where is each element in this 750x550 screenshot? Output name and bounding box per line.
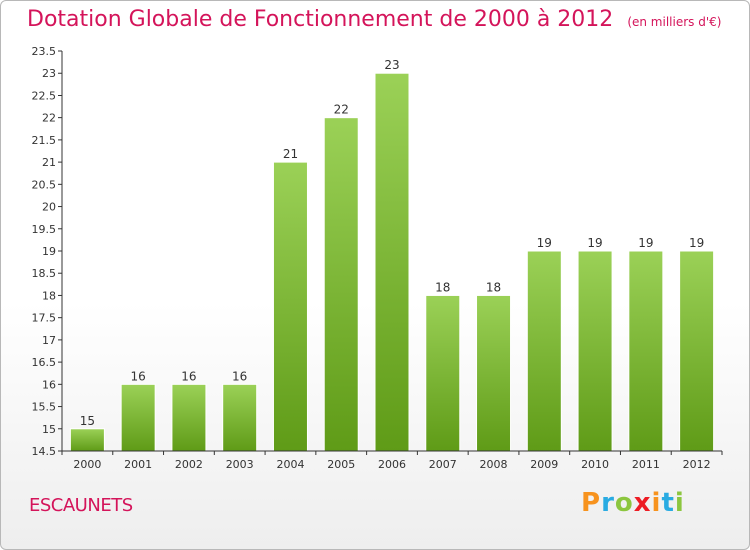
bar-value-label: 18 — [486, 280, 501, 294]
bar — [577, 250, 613, 452]
bar — [69, 428, 105, 452]
bar-value-label: 16 — [181, 369, 196, 383]
bar-value-label: 16 — [131, 369, 146, 383]
y-tick-label: 15.5 — [32, 401, 57, 414]
y-tick-label: 17 — [42, 334, 56, 347]
y-tick-label: 21 — [42, 156, 56, 169]
y-tick-label: 19 — [42, 245, 56, 258]
y-tick-label: 14.5 — [32, 445, 57, 458]
bar — [272, 161, 308, 452]
bar-value-label: 15 — [80, 414, 95, 428]
y-tick-label: 22 — [42, 112, 56, 125]
y-tick-label: 21.5 — [32, 134, 57, 147]
x-tick-label: 2006 — [378, 458, 406, 471]
y-tick-label: 19.5 — [32, 223, 57, 236]
bar — [222, 383, 258, 452]
y-tick-label: 22.5 — [32, 89, 57, 102]
y-tick-label: 17.5 — [32, 312, 57, 325]
logo-letter: r — [601, 488, 615, 518]
x-tick-label: 2002 — [175, 458, 203, 471]
x-tick-label: 2010 — [581, 458, 609, 471]
logo-letter: i — [651, 488, 662, 518]
title-text: Dotation Globale de Fonctionnement de 20… — [27, 7, 614, 32]
bar-value-label: 19 — [537, 236, 552, 250]
bar — [323, 117, 359, 452]
logo-letter: o — [614, 488, 634, 518]
x-tick-label: 2011 — [632, 458, 660, 471]
bar-value-label: 16 — [232, 369, 247, 383]
bar-value-label: 23 — [384, 58, 399, 72]
x-tick-label: 2004 — [276, 458, 304, 471]
bar — [374, 72, 410, 452]
y-tick-label: 20 — [42, 201, 56, 214]
bar — [120, 383, 156, 452]
bar-value-label: 22 — [334, 103, 349, 117]
logo-letter: P — [581, 488, 602, 518]
bar — [476, 294, 512, 452]
y-tick-label: 20.5 — [32, 178, 57, 191]
x-tick-label: 2003 — [226, 458, 254, 471]
bar — [171, 383, 207, 452]
x-tick-label: 2001 — [124, 458, 152, 471]
y-tick-label: 16 — [42, 378, 56, 391]
bar — [425, 294, 461, 452]
y-tick-label: 18 — [42, 289, 56, 302]
y-tick-label: 23 — [42, 67, 56, 80]
logo-letter: i — [674, 488, 685, 518]
x-tick-label: 2012 — [683, 458, 711, 471]
bar-value-label: 19 — [689, 236, 704, 250]
y-tick-label: 16.5 — [32, 356, 57, 369]
bar-value-label: 18 — [435, 280, 450, 294]
x-tick-label: 2000 — [73, 458, 101, 471]
title-unit: (en milliers d'€) — [627, 15, 722, 29]
y-tick-label: 15 — [42, 423, 56, 436]
bar-value-label: 21 — [283, 147, 298, 161]
logo-letter: t — [661, 488, 675, 518]
x-tick-label: 2005 — [327, 458, 355, 471]
bar — [526, 250, 562, 452]
x-tick-label: 2007 — [429, 458, 457, 471]
proxiti-logo: Proxiti — [581, 488, 685, 518]
x-tick-label: 2009 — [530, 458, 558, 471]
bar-value-label: 19 — [587, 236, 602, 250]
bar — [679, 250, 715, 452]
bar — [628, 250, 664, 452]
commune-name: ESCAUNETS — [29, 495, 133, 516]
y-tick-label: 23.5 — [32, 45, 57, 58]
logo-letter: x — [633, 488, 652, 518]
y-tick-label: 18.5 — [32, 267, 57, 280]
x-tick-label: 2008 — [480, 458, 508, 471]
chart-title: Dotation Globale de Fonctionnement de 20… — [27, 7, 721, 32]
bar-value-label: 19 — [638, 236, 653, 250]
